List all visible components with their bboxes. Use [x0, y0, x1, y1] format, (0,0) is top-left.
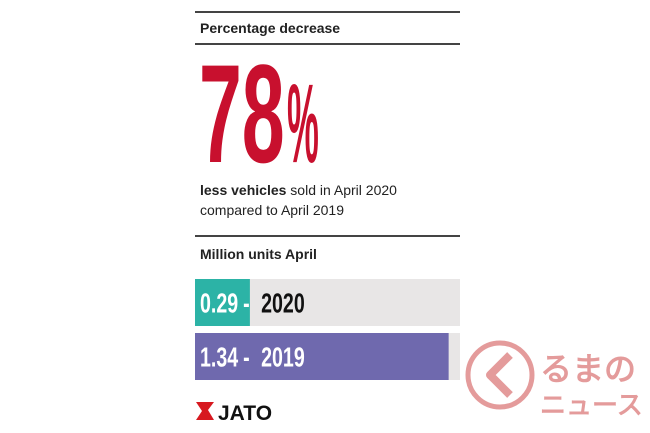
watermark: るまの ニュース — [465, 340, 643, 420]
bar-separator: - — [243, 288, 250, 319]
big-stat-unit: % — [287, 61, 319, 186]
watermark-text: ニュース — [540, 390, 643, 420]
bar-category-label: 2019 — [261, 342, 305, 373]
bar-value-label: 0.29 — [200, 288, 238, 319]
logo: JATO — [196, 402, 272, 425]
logo-icon — [196, 402, 214, 420]
description-bold: less vehicles — [200, 182, 287, 198]
description: compared to April 2019 — [200, 202, 344, 218]
description-text: sold in April 2020 — [290, 182, 397, 198]
big-stat: 78 — [199, 36, 285, 192]
watermark-text: るまの — [540, 351, 636, 387]
bar-category-label: 2020 — [261, 288, 305, 319]
watermark-icon — [486, 352, 513, 398]
section-title: Percentage decrease — [200, 20, 340, 36]
bar-value-label: 1.34 — [200, 342, 239, 373]
watermark-circle — [465, 340, 535, 410]
bar-separator: - — [243, 342, 250, 373]
bar — [195, 333, 449, 380]
logo-text: JATO — [218, 402, 272, 425]
description: less vehicles sold in April 2020 — [200, 182, 397, 198]
bar — [195, 279, 250, 326]
chart-title: Million units April — [200, 246, 317, 262]
